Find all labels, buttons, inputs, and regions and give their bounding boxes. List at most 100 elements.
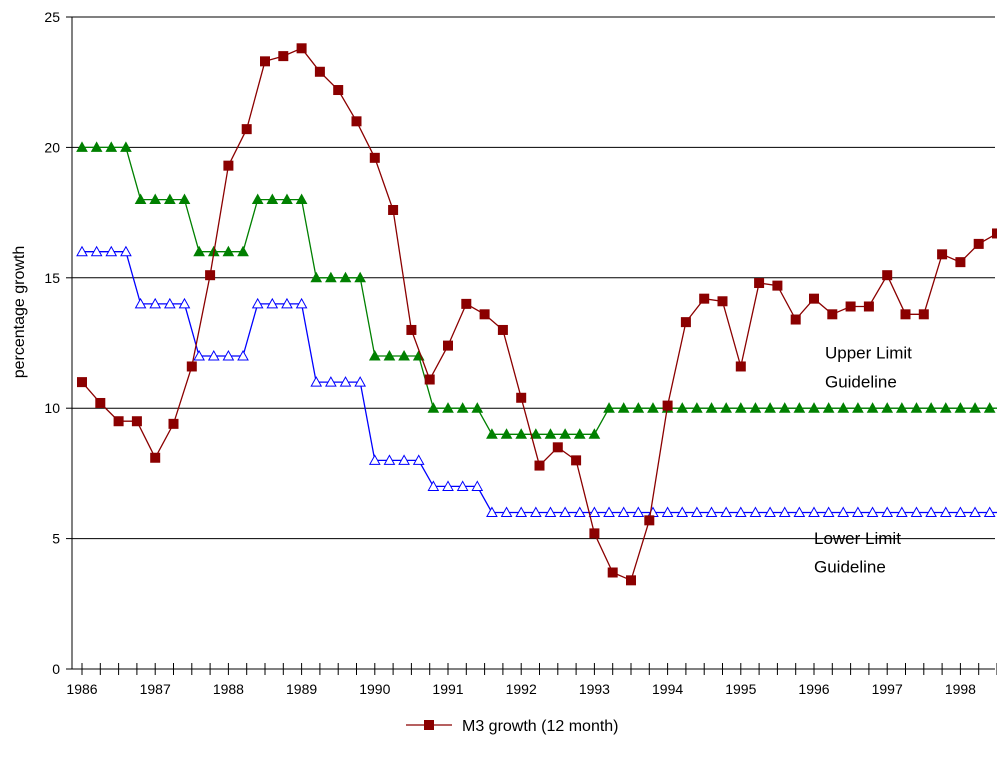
- data-point: [368, 350, 381, 361]
- series-1: [76, 141, 997, 439]
- data-point: [369, 152, 380, 163]
- data-point: [717, 296, 728, 307]
- data-point: [910, 402, 923, 413]
- data-point: [822, 402, 835, 413]
- data-point: [552, 442, 563, 453]
- data-point: [351, 116, 362, 127]
- data-point: [837, 506, 850, 518]
- data-point: [383, 454, 396, 465]
- data-point: [910, 506, 923, 518]
- data-point: [588, 428, 601, 439]
- data-point: [571, 455, 582, 466]
- data-point: [866, 506, 879, 518]
- data-point: [808, 402, 820, 413]
- data-point: [105, 141, 118, 152]
- data-point: [134, 193, 147, 205]
- data-point: [354, 376, 367, 387]
- data-point: [222, 245, 235, 257]
- data-point: [632, 402, 645, 413]
- data-point: [500, 428, 513, 439]
- data-point: [178, 193, 191, 205]
- data-point: [205, 270, 216, 281]
- data-point: [939, 402, 952, 413]
- data-point: [705, 506, 718, 518]
- data-point: [647, 402, 659, 413]
- data-point: [515, 506, 528, 518]
- data-point: [388, 204, 399, 215]
- data-point: [339, 376, 352, 387]
- y-tick-label: 25: [44, 9, 60, 25]
- data-point: [120, 141, 132, 152]
- data-point: [314, 66, 325, 77]
- data-point: [749, 402, 762, 413]
- data-point: [529, 506, 542, 518]
- data-point: [500, 506, 513, 518]
- data-point: [424, 374, 435, 385]
- data-point: [954, 506, 967, 518]
- data-point: [368, 454, 381, 465]
- data-point: [398, 350, 410, 361]
- x-tick-label: 1996: [798, 681, 829, 697]
- data-point: [515, 428, 528, 439]
- data-point: [992, 228, 997, 239]
- data-point: [863, 301, 874, 312]
- data-point: [251, 297, 264, 309]
- data-point: [603, 506, 615, 518]
- data-point: [424, 720, 434, 730]
- data-point: [680, 317, 691, 328]
- y-tick-label: 20: [44, 139, 60, 155]
- data-point: [442, 480, 454, 491]
- annotation-label: Guideline: [814, 558, 886, 577]
- data-point: [822, 506, 835, 518]
- data-point: [113, 416, 124, 427]
- data-point: [497, 324, 508, 335]
- data-point: [427, 480, 440, 491]
- data-point: [461, 298, 472, 309]
- data-point: [383, 350, 396, 361]
- data-point: [95, 397, 106, 408]
- data-point: [237, 245, 249, 257]
- data-point: [310, 376, 323, 387]
- data-point: [471, 480, 484, 491]
- data-point: [251, 193, 264, 205]
- data-point: [720, 402, 733, 413]
- data-point: [837, 402, 850, 413]
- data-point: [764, 506, 776, 518]
- data-point: [764, 402, 776, 413]
- data-point: [559, 506, 571, 518]
- data-point: [339, 271, 352, 283]
- data-point: [479, 309, 490, 320]
- data-point: [223, 160, 234, 171]
- data-point: [793, 402, 806, 413]
- data-point: [626, 575, 636, 586]
- annotation-label: Guideline: [825, 372, 897, 391]
- data-point: [222, 350, 235, 361]
- data-point: [793, 506, 806, 518]
- data-point: [969, 402, 981, 413]
- data-point: [925, 402, 937, 413]
- series-0: [77, 43, 997, 586]
- data-point: [76, 245, 88, 257]
- data-point: [193, 245, 205, 257]
- data-point: [325, 376, 337, 387]
- data-point: [983, 506, 996, 518]
- data-point: [852, 402, 864, 413]
- axes: 0 5 10 15 20 25 1986 1987 1988 1989 1990 1991 1992 19…: [44, 9, 997, 697]
- x-tick-label: 1997: [872, 681, 903, 697]
- data-point: [237, 350, 249, 361]
- data-point: [573, 506, 586, 518]
- x-tick-label: 1992: [506, 681, 537, 697]
- data-point: [881, 402, 894, 413]
- data-point: [516, 392, 527, 403]
- data-point: [544, 428, 557, 439]
- data-point: [809, 293, 819, 304]
- data-point: [529, 428, 542, 439]
- data-point: [588, 506, 601, 518]
- data-point: [486, 506, 498, 518]
- data-point: [456, 480, 469, 491]
- data-point: [325, 271, 337, 283]
- data-point: [406, 324, 417, 335]
- x-tick-label: 1988: [213, 681, 244, 697]
- data-point: [735, 361, 746, 372]
